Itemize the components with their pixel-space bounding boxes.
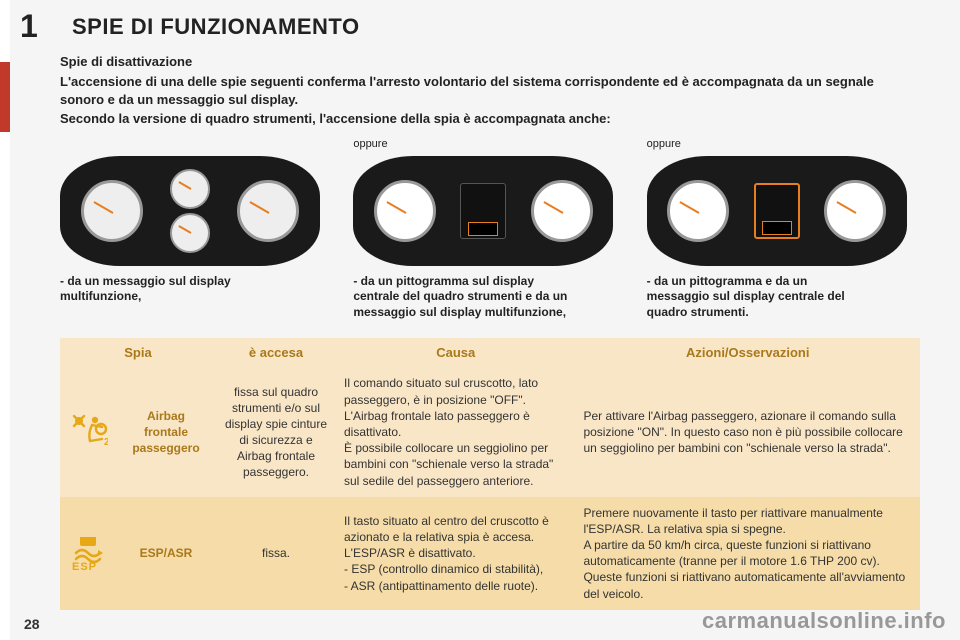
cluster-row: - da un messaggio sul display multifunzi…: [60, 138, 920, 321]
cluster-2-oppure: oppure: [353, 138, 387, 152]
cell-icon-esp: ESP: [60, 497, 116, 610]
instrument-cluster-3: [647, 156, 907, 266]
cell-azioni: Premere nuovamente il tasto per riattiva…: [575, 497, 920, 610]
center-display-highlighted: [754, 183, 800, 239]
gauge-large: [531, 180, 593, 242]
instrument-cluster-2: [353, 156, 613, 266]
cell-label: ESP/ASR: [116, 497, 216, 610]
gauge-large: [667, 180, 729, 242]
cluster-col-2: oppure - da un pittogramma sul display c…: [353, 138, 626, 321]
watermark: carmanualsonline.info: [702, 608, 946, 634]
page-content: Spie di disattivazione L'accensione di u…: [60, 54, 920, 610]
table-row: ESP ESP/ASR fissa. Il tasto situato al c…: [60, 497, 920, 610]
svg-text:2: 2: [104, 437, 108, 447]
section-tab-red: [0, 62, 10, 132]
airbag-off-icon: 2: [68, 413, 108, 447]
th-accesa: è accesa: [216, 338, 336, 367]
cell-accesa: fissa sul quadro strumenti e/o sul displ…: [216, 367, 336, 496]
gauge-large: [81, 180, 143, 242]
page-title: SPIE DI FUNZIONAMENTO: [72, 14, 360, 40]
cluster-3-caption: - da un pittogramma e da un messaggio su…: [647, 274, 851, 321]
cell-causa: Il comando situato sul cruscotto, lato p…: [336, 367, 575, 496]
footer-page-number: 28: [24, 616, 40, 632]
esp-off-icon: ESP: [68, 531, 108, 571]
gauge-small: [170, 169, 210, 209]
cluster-col-1: - da un messaggio sul display multifunzi…: [60, 138, 333, 305]
table-header-row: Spia è accesa Causa Azioni/Osservazioni: [60, 338, 920, 367]
th-azioni: Azioni/Osservazioni: [575, 338, 920, 367]
cluster-2-caption: - da un pittogramma sul display centrale…: [353, 274, 573, 321]
cell-causa: Il tasto situato al centro del cruscotto…: [336, 497, 575, 610]
cell-label: Airbag frontale passeggero: [116, 367, 216, 496]
gauge-large: [374, 180, 436, 242]
cell-icon-airbag: 2: [60, 367, 116, 496]
center-display: [460, 183, 506, 239]
svg-text:ESP: ESP: [72, 561, 97, 571]
intro-line-2: Secondo la versione di quadro strumenti,…: [60, 110, 920, 128]
cluster-1-caption: - da un messaggio sul display multifunzi…: [60, 274, 237, 305]
gauge-large: [824, 180, 886, 242]
gauge-small: [170, 213, 210, 253]
mini-readout: [762, 221, 792, 235]
th-spia: Spia: [60, 338, 216, 367]
mini-readout: [468, 222, 498, 236]
chapter-number: 1: [20, 8, 38, 45]
warning-light-table: Spia è accesa Causa Azioni/Osservazioni: [60, 338, 920, 609]
intro-subtitle: Spie di disattivazione: [60, 54, 920, 69]
cell-azioni: Per attivare l'Airbag passeggero, aziona…: [575, 367, 920, 496]
th-causa: Causa: [336, 338, 575, 367]
cell-accesa: fissa.: [216, 497, 336, 610]
gauge-large: [237, 180, 299, 242]
table-row: 2 Airbag frontale passeggero fissa sul q…: [60, 367, 920, 496]
cluster-3-oppure: oppure: [647, 138, 681, 152]
instrument-cluster-1: [60, 156, 320, 266]
cluster-col-3: oppure - da un pittogramma e da un messa…: [647, 138, 920, 321]
intro-line-1: L'accensione di una delle spie seguenti …: [60, 73, 920, 108]
